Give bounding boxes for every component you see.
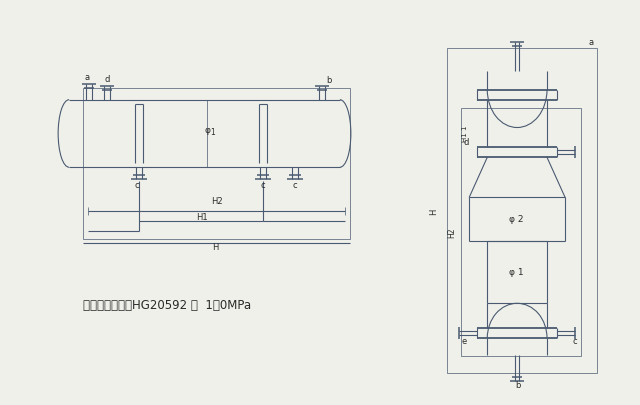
Text: 法兰使用标准：HG20592 ．  1．0MPa: 法兰使用标准：HG20592 ． 1．0MPa: [83, 298, 251, 311]
Text: φ 1: φ 1: [509, 267, 524, 276]
Text: φ 2: φ 2: [509, 214, 524, 223]
Text: a: a: [84, 72, 89, 82]
Text: c: c: [573, 336, 577, 345]
Text: c: c: [260, 181, 265, 190]
Text: H: H: [429, 208, 438, 214]
Text: H1: H1: [196, 212, 207, 222]
Text: H1 1: H1 1: [462, 125, 468, 141]
Text: 1: 1: [211, 128, 215, 137]
Text: a: a: [589, 38, 594, 47]
Text: d: d: [105, 75, 110, 83]
Text: c: c: [135, 181, 140, 190]
Text: b: b: [326, 76, 332, 85]
Text: φ: φ: [205, 126, 211, 135]
Bar: [83, 89, 350, 239]
Text: H: H: [212, 242, 219, 251]
Bar: [461, 109, 581, 356]
Text: c: c: [292, 181, 297, 190]
Text: H2: H2: [211, 196, 223, 205]
Text: b: b: [515, 380, 520, 389]
Text: d: d: [463, 138, 468, 147]
Text: H2: H2: [447, 227, 456, 237]
Bar: [447, 49, 596, 373]
Text: e: e: [461, 336, 467, 345]
